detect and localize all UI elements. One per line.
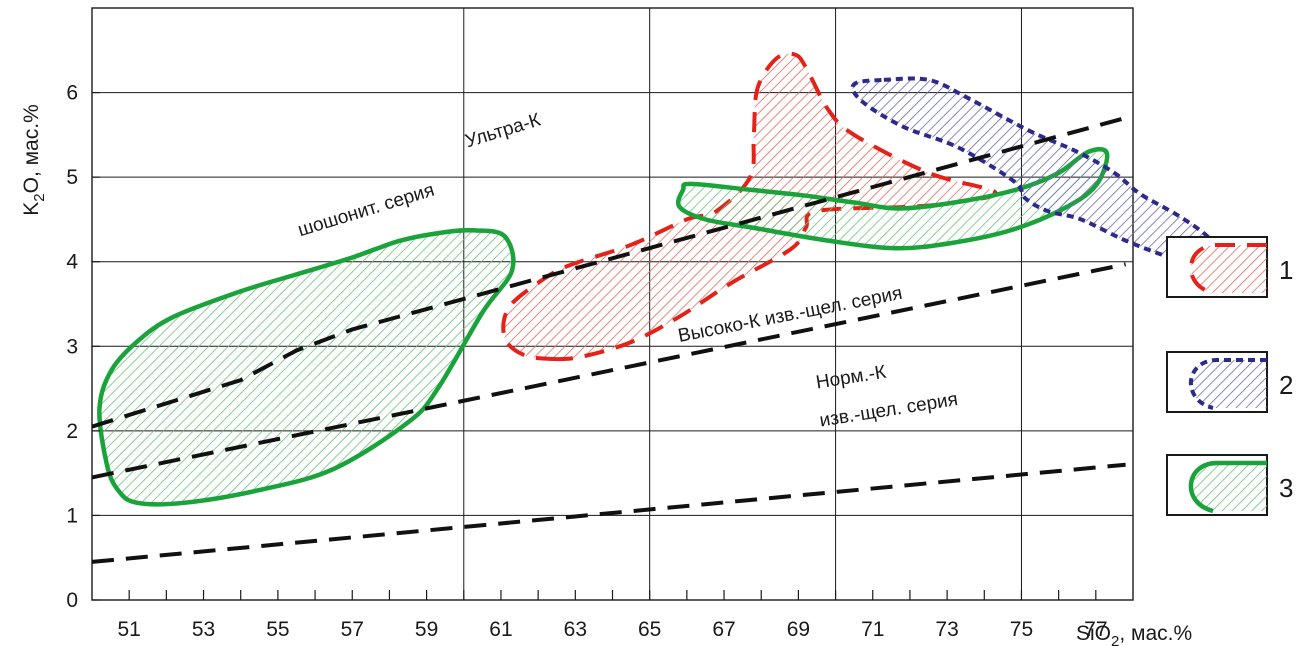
x-tick-label: 61 [489, 618, 512, 641]
x-tick-label: 67 [712, 618, 735, 641]
y-tick-label: 4 [66, 251, 78, 274]
y-axis-title: K2O, мас.% [20, 104, 48, 216]
legend-swatch-outline [1188, 460, 1267, 514]
x-tick-label: 71 [861, 618, 884, 641]
legend-label: 3 [1279, 473, 1293, 503]
annotation-label: Норм.-К [814, 362, 887, 394]
legend-swatch-outline [1188, 358, 1267, 410]
boundary-line-3 [91, 115, 1127, 429]
legend-item-2: 2 [1166, 351, 1293, 413]
x-tick-label: 77 [1084, 618, 1107, 641]
y-tick-label: 6 [66, 82, 78, 105]
boundary-line-1 [91, 462, 1126, 564]
legend-swatch-fill [1190, 360, 1267, 408]
y-tick-label: 5 [66, 166, 78, 189]
annotation-label: шошонит. серия [296, 180, 437, 241]
legend-swatch-outline [1188, 243, 1267, 295]
axis-ticks: 51 53 55 57 59 61 63 65 67 69 71 73 75 77 0 1 2 3 4 5 6 [66, 82, 1107, 641]
x-tick-label: 75 [1010, 618, 1033, 641]
legend-swatch-fill [1190, 245, 1267, 293]
y-axis-title-sub: 2 [31, 193, 48, 201]
y-tick-label: 2 [66, 420, 78, 443]
x-tick-label: 69 [787, 618, 810, 641]
x-tick-label: 51 [117, 618, 140, 641]
x-tick-label: 65 [638, 618, 661, 641]
x-axis-title-sub: 2 [1111, 633, 1119, 646]
y-axis-title-main: K [20, 202, 43, 216]
annotation-label: изв.-щел. серия [818, 389, 959, 432]
y-tick-label: 3 [66, 335, 78, 358]
legend-swatch-fill [1190, 463, 1267, 511]
series-boundary-lines [91, 115, 1127, 564]
x-tick-label: 55 [266, 618, 289, 641]
composition-fields [97, 51, 1225, 507]
boundary-line-2 [91, 262, 1127, 480]
legend: 1 2 3 [1166, 236, 1293, 516]
y-tick-label: 1 [66, 504, 78, 527]
field-3 [97, 227, 516, 507]
x-axis-title-suffix: , мас.% [1119, 622, 1192, 645]
y-axis-title-suffix: O, мас.% [20, 104, 43, 193]
x-tick-label: 63 [564, 618, 587, 641]
x-tick-label: 53 [192, 618, 215, 641]
legend-item-1: 1 [1166, 236, 1293, 298]
x-tick-label: 73 [935, 618, 958, 641]
legend-label: 1 [1279, 255, 1293, 285]
x-axis-title-main: SiO [1076, 622, 1111, 645]
y-tick-label: 0 [66, 589, 78, 612]
legend-item-3: 3 [1166, 454, 1293, 516]
x-tick-label: 59 [415, 618, 438, 641]
x-axis-title: SiO2, мас.% [1076, 622, 1192, 646]
annotation-label: Ультра-К [463, 110, 543, 153]
x-tick-label: 57 [341, 618, 364, 641]
legend-label: 2 [1279, 370, 1293, 400]
